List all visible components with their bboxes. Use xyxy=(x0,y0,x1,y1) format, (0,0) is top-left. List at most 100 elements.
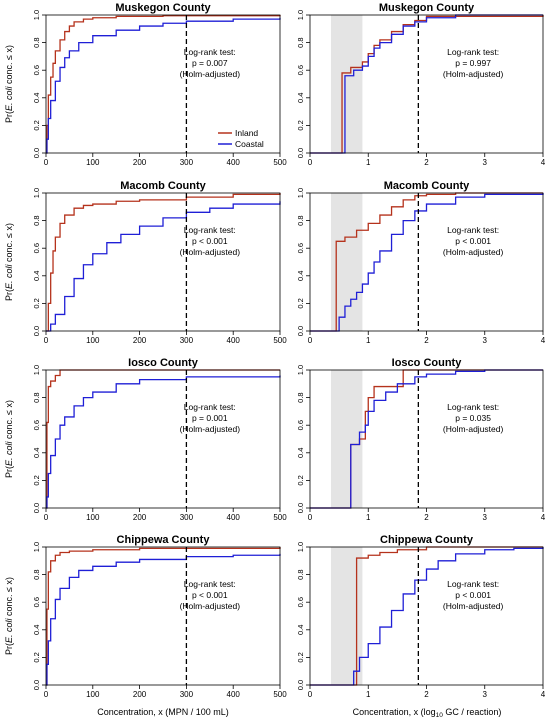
y-axis-label: Pr(E. coli conc. ≤ x) xyxy=(4,45,14,123)
y-tick-label: 1.0 xyxy=(296,10,305,20)
series-coastal-line xyxy=(310,369,543,509)
x-tick-label: 200 xyxy=(133,158,147,167)
y-tick-label: 0.2 xyxy=(32,120,41,130)
series-inland-line xyxy=(46,547,281,686)
logrank-annotation: (Holm-adjusted) xyxy=(443,601,504,611)
x-tick-label: 300 xyxy=(180,336,194,345)
y-tick-label: 0.6 xyxy=(296,420,305,430)
logrank-annotation: p = 0.997 xyxy=(455,58,491,68)
x-axis-label-subscript: 10 xyxy=(436,712,444,719)
y-axis-label-italic: E. coli xyxy=(4,440,14,466)
y-axis-label-part: Pr( xyxy=(4,289,14,301)
x-tick-label: 3 xyxy=(483,513,488,522)
y-axis-label: Pr(E. coli conc. ≤ x) xyxy=(4,577,14,655)
x-tick-label: 2 xyxy=(424,690,429,699)
y-tick-label: 0.6 xyxy=(296,65,305,75)
logrank-annotation: p < 0.001 xyxy=(192,590,228,600)
y-axis-label-part: conc. ≤ x) xyxy=(4,577,14,618)
series-inland-line xyxy=(310,546,543,686)
y-tick-label: 0.6 xyxy=(32,420,41,430)
x-tick-label: 0 xyxy=(44,158,49,167)
y-tick-label: 0.4 xyxy=(32,625,41,635)
y-tick-label: 1.0 xyxy=(296,188,305,198)
x-tick-label: 0 xyxy=(308,690,313,699)
x-tick-label: 2 xyxy=(424,336,429,345)
logrank-annotation: p = 0.001 xyxy=(192,413,228,423)
y-axis-label: Pr(E. coli conc. ≤ x) xyxy=(4,223,14,301)
plot-frame xyxy=(45,192,281,332)
y-tick-label: 0.8 xyxy=(296,37,305,47)
y-tick-label: 0.6 xyxy=(32,243,41,253)
panel-title: Macomb County xyxy=(384,180,470,192)
series-inland-line xyxy=(46,369,280,509)
logrank-annotation: Log-rank test: xyxy=(184,225,236,235)
x-tick-label: 500 xyxy=(273,513,287,522)
y-tick-label: 0.4 xyxy=(296,625,305,635)
y-tick-label: 0.0 xyxy=(32,326,41,336)
x-tick-label: 400 xyxy=(227,158,241,167)
logrank-annotation: Log-rank test: xyxy=(447,47,499,57)
logrank-annotation: p = 0.007 xyxy=(192,58,228,68)
x-tick-label: 300 xyxy=(180,690,194,699)
y-tick-label: 0.8 xyxy=(32,392,41,402)
panel-title: Iosco County xyxy=(128,357,199,369)
series-inland-line xyxy=(46,15,281,154)
x-tick-label: 0 xyxy=(308,513,313,522)
panel-title: Chippewa County xyxy=(380,534,474,546)
y-tick-label: 1.0 xyxy=(32,10,41,20)
y-tick-label: 0.4 xyxy=(32,448,41,458)
y-axis-label-part: Pr( xyxy=(4,111,14,123)
x-tick-label: 0 xyxy=(308,336,313,345)
y-tick-label: 0.0 xyxy=(296,680,305,690)
y-tick-label: 1.0 xyxy=(32,542,41,552)
x-tick-label: 100 xyxy=(86,513,100,522)
series-coastal-line xyxy=(310,14,543,154)
x-tick-label: 4 xyxy=(541,336,546,345)
y-axis-label: Pr(E. coli conc. ≤ x) xyxy=(4,400,14,478)
y-tick-label: 0.2 xyxy=(296,120,305,130)
x-tick-label: 4 xyxy=(541,513,546,522)
series-coastal-line xyxy=(310,547,544,686)
y-tick-label: 0.6 xyxy=(296,597,305,607)
y-tick-label: 0.2 xyxy=(296,652,305,662)
logrank-annotation: Log-rank test: xyxy=(184,402,236,412)
series-coastal-line xyxy=(46,553,281,686)
x-tick-label: 0 xyxy=(44,690,49,699)
y-tick-label: 0.8 xyxy=(296,569,305,579)
panel-4: Macomb County 0 1 2 3 4 0.0 0.2 0.4 0.6 0.8 1.0 Log-… xyxy=(296,180,546,345)
logrank-annotation: Log-rank test: xyxy=(184,47,236,57)
x-tick-label: 3 xyxy=(483,158,488,167)
panel-title: Chippewa County xyxy=(117,534,211,546)
x-axis-label-part: GC / reaction) xyxy=(443,707,502,717)
panel-1: Muskegon County 0 100 200 300 400 500 0.0 0.2 0.4… xyxy=(4,2,287,167)
x-tick-label: 1 xyxy=(366,690,371,699)
x-tick-label: 200 xyxy=(133,513,147,522)
y-tick-label: 0.8 xyxy=(32,569,41,579)
logrank-annotation: (Holm-adjusted) xyxy=(180,247,241,257)
x-tick-label: 0 xyxy=(308,158,313,167)
y-axis-label-part: conc. ≤ x) xyxy=(4,400,14,441)
legend-label-inland: Inland xyxy=(235,128,258,138)
x-tick-label: 2 xyxy=(424,513,429,522)
y-tick-label: 0.0 xyxy=(296,148,305,158)
x-tick-label: 100 xyxy=(86,158,100,167)
y-axis-label-part: Pr( xyxy=(4,643,14,655)
shaded-region xyxy=(330,547,363,685)
y-tick-label: 0.6 xyxy=(32,597,41,607)
y-tick-label: 0.0 xyxy=(296,503,305,513)
logrank-annotation: Log-rank test: xyxy=(184,579,236,589)
y-tick-label: 0.4 xyxy=(296,271,305,281)
x-tick-label: 3 xyxy=(483,336,488,345)
y-tick-label: 0.4 xyxy=(32,93,41,103)
y-tick-label: 0.8 xyxy=(32,215,41,225)
panel-5: Iosco County 0 100 200 300 400 500 0.0 0.2 0.4 0.6… xyxy=(4,357,287,522)
x-axis-label-part: Concentration, x (log xyxy=(353,707,436,717)
x-tick-label: 300 xyxy=(180,513,194,522)
legend-label-coastal: Coastal xyxy=(235,139,264,149)
logrank-annotation: (Holm-adjusted) xyxy=(443,424,504,434)
logrank-annotation: p < 0.001 xyxy=(455,236,491,246)
y-tick-label: 1.0 xyxy=(32,365,41,375)
x-tick-label: 300 xyxy=(180,158,194,167)
y-tick-label: 0.4 xyxy=(296,93,305,103)
